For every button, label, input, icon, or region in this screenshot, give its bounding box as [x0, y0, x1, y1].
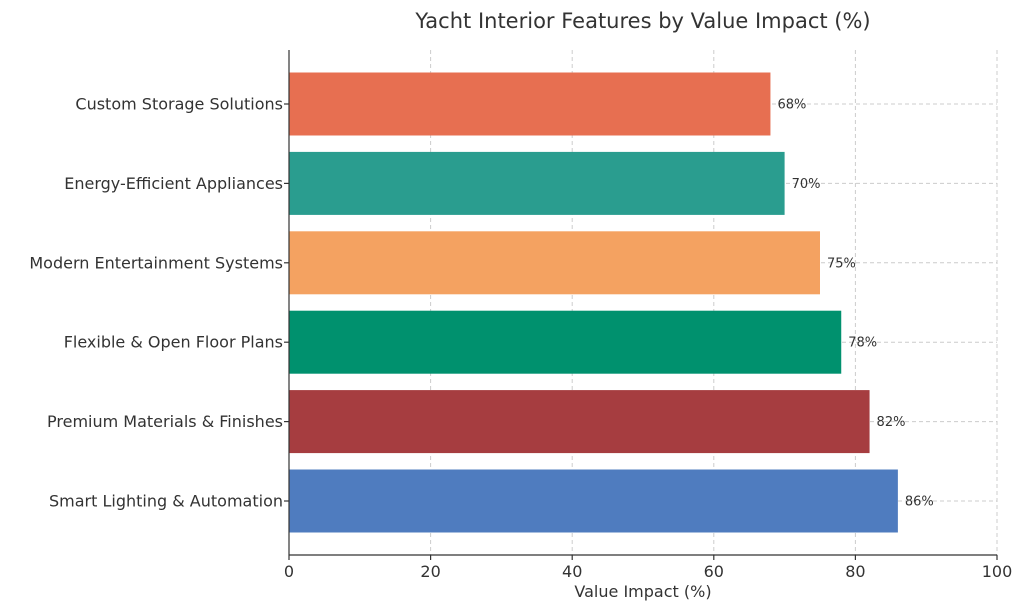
- category-label: Premium Materials & Finishes: [47, 412, 283, 431]
- bar: [289, 151, 785, 215]
- x-tick-label: 60: [704, 562, 724, 581]
- category-label: Smart Lighting & Automation: [49, 492, 283, 511]
- data-label: 78%: [848, 336, 877, 351]
- bar: [289, 231, 820, 295]
- bar: [289, 390, 870, 454]
- x-tick-label: 40: [562, 562, 582, 581]
- x-tick-label: 20: [420, 562, 440, 581]
- category-label: Flexible & Open Floor Plans: [64, 333, 283, 352]
- category-label: Custom Storage Solutions: [75, 95, 283, 114]
- bar: [289, 72, 771, 136]
- bars: [289, 72, 898, 533]
- x-tick-label: 80: [845, 562, 865, 581]
- data-label: 82%: [877, 415, 906, 430]
- data-labels: 68% Custom Storage Solutions 70% Energy-Eff…: [29, 95, 933, 511]
- category-label: Energy-Efficient Appliances: [64, 174, 283, 193]
- data-label: 70%: [792, 177, 821, 192]
- category-label: Modern Entertainment Systems: [29, 253, 283, 272]
- bar: [289, 469, 898, 533]
- bar: [289, 310, 842, 374]
- chart-title: Yacht Interior Features by Value Impact …: [414, 9, 870, 33]
- axes: 0 20 40 60 80 100: [284, 50, 1012, 581]
- data-label: 68%: [777, 98, 806, 113]
- x-axis-label: Value Impact (%): [574, 582, 711, 601]
- x-tick-label: 0: [284, 562, 294, 581]
- data-label: 75%: [827, 256, 856, 271]
- data-label: 86%: [905, 495, 934, 510]
- x-tick-label: 100: [982, 562, 1013, 581]
